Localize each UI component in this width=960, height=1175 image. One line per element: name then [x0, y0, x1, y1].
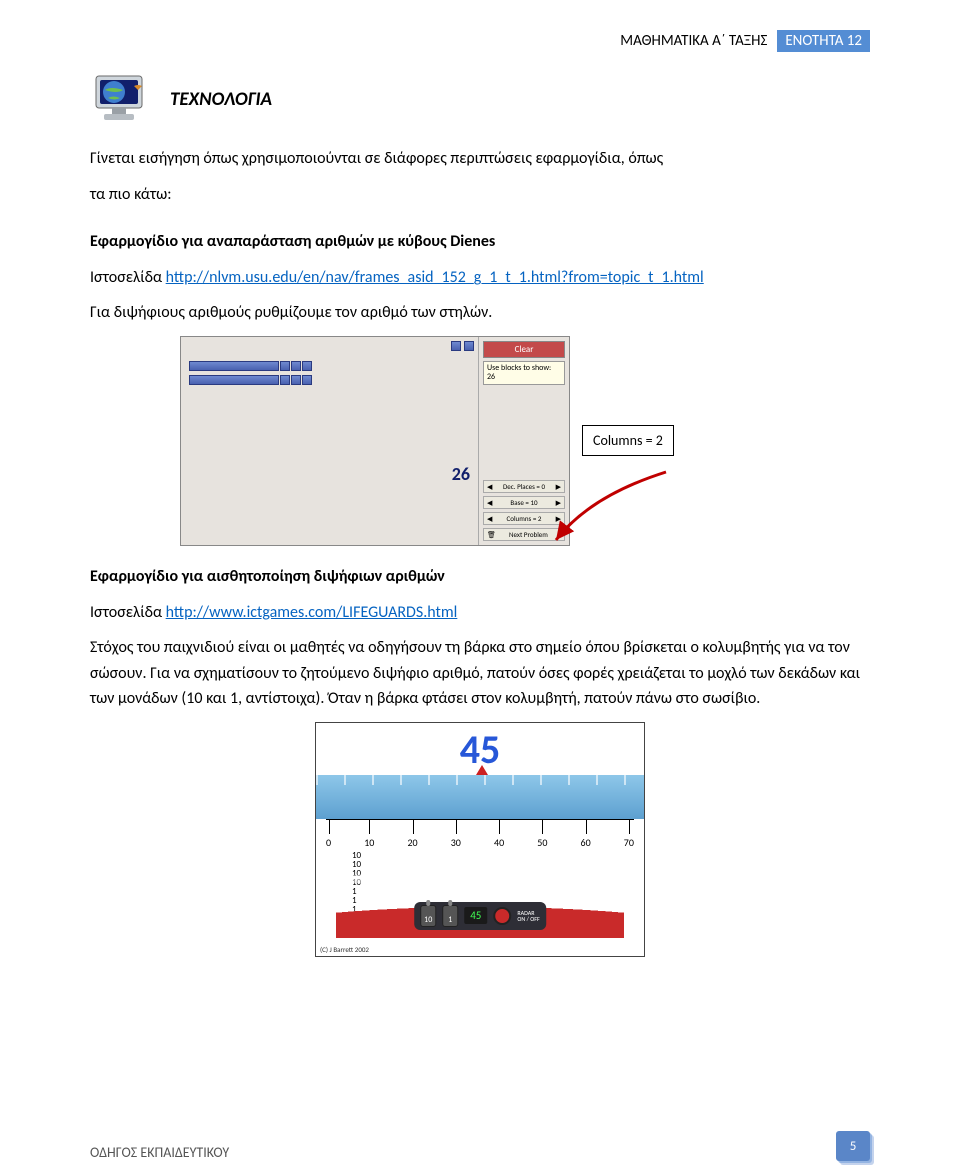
app2-url-link[interactable]: http://www.ictgames.com/LIFEGUARDS.html [166, 603, 458, 622]
dienes-applet: 26 Clear Use blocks to show: 26 ◀Dec. Pl… [180, 336, 570, 546]
tick: 50 [537, 836, 547, 849]
section-heading-row: ΤΕΧΝΟΛΟΓΙΑ [90, 72, 870, 126]
app1-title: Εφαρμογίδιο για αναπαράσταση αριθμών με … [90, 229, 870, 255]
tick: 40 [494, 836, 504, 849]
app1-desc: Για διψήφιους αριθμούς ρυθμίζουμε τον αρ… [90, 300, 870, 326]
tick: 30 [451, 836, 461, 849]
applet-sidepanel: Clear Use blocks to show: 26 ◀Dec. Place… [479, 337, 569, 545]
unit-cube [291, 361, 301, 371]
page-number-badge: 5 [836, 1131, 870, 1161]
unit-cube [302, 375, 312, 385]
page-number: 5 [836, 1131, 870, 1161]
swimmer-icon [476, 765, 488, 775]
section-title: ΤΕΧΝΟΛΟΓΙΑ [170, 88, 272, 111]
app1-website-label: Ιστοσελίδα [90, 268, 166, 287]
applet-row: 26 Clear Use blocks to show: 26 ◀Dec. Pl… [180, 336, 870, 546]
app2-desc: Στόχος του παιχνιδιού είναι οι μαθητές ν… [90, 635, 870, 712]
cube-icon [464, 341, 474, 351]
unit-cube [280, 361, 290, 371]
tick: 60 [581, 836, 591, 849]
radar-button[interactable] [493, 907, 511, 925]
ones-lever[interactable]: 1 [442, 905, 458, 927]
ten-rod [189, 361, 279, 371]
boat-dashboard: 10 1 45 RADAR ON / OFF [414, 902, 546, 930]
app2-website-label: Ιστοσελίδα [90, 603, 166, 622]
dec-places-control[interactable]: ◀Dec. Places = 0▶ [483, 480, 565, 493]
tick: 70 [624, 836, 634, 849]
footer-guide: ΟΔΗΓΟΣ ΕΚΠΑΙΔΕΥΤΙΚΟΥ [90, 1144, 229, 1161]
tens-lever[interactable]: 10 [420, 905, 436, 927]
game-copyright: (C) J Barrett 2002 [320, 945, 369, 954]
unit-badge: ΕΝΟΤΗΤΑ 12 [777, 30, 870, 52]
cube-icon [451, 341, 461, 351]
app1-website-line: Ιστοσελίδα http://nlvm.usu.edu/en/nav/fr… [90, 265, 870, 291]
wave-icon [316, 775, 644, 785]
applet-display-number: 26 [452, 463, 470, 485]
unit-cube [280, 375, 290, 385]
ruler-ticks: 0 10 20 30 40 50 60 70 [326, 820, 634, 849]
monitor-globe-icon [90, 72, 154, 126]
intro-line-1: Γίνεται εισήγηση όπως χρησιμοποιούνται σ… [90, 146, 870, 172]
ruler: 0 10 20 30 40 50 60 70 [326, 819, 634, 847]
app2-title: Εφαρμογίδιο για αισθητοποίηση διψήφιων α… [90, 564, 870, 590]
columns-control[interactable]: ◀Columns = 2▶ [483, 512, 565, 525]
radar-labels: RADAR ON / OFF [517, 910, 539, 922]
ten-rod [189, 375, 279, 385]
use-blocks-info: Use blocks to show: 26 [483, 361, 565, 385]
clear-button[interactable]: Clear [483, 341, 565, 358]
unit-cube [302, 361, 312, 371]
app1-url-link[interactable]: http://nlvm.usu.edu/en/nav/frames_asid_1… [166, 268, 704, 287]
next-problem-button[interactable]: 🗑Next Problem [483, 528, 565, 541]
tick: 10 [364, 836, 374, 849]
applet-tray [451, 341, 474, 351]
subject-label: ΜΑΘΗΜΑΤΙΚΑ Α΄ ΤΑΞΗΣ [620, 32, 767, 50]
app2-website-line: Ιστοσελίδα http://www.ictgames.com/LIFEG… [90, 600, 870, 626]
blocks-area [189, 361, 312, 389]
intro-line-2: τα πιο κάτω: [90, 182, 870, 208]
lifeguards-game: 45 0 10 20 30 40 50 60 70 10101010 11111… [315, 722, 645, 957]
applet-canvas[interactable]: 26 [181, 337, 479, 545]
unit-cube [291, 375, 301, 385]
page-footer: ΟΔΗΓΟΣ ΕΚΠΑΙΔΕΥΤΙΚΟΥ 5 [90, 1131, 870, 1161]
columns-callout: Columns = 2 [582, 425, 674, 456]
page-header: ΜΑΘΗΜΑΤΙΚΑ Α΄ ΤΑΞΗΣ ΕΝΟΤΗΤΑ 12 [90, 30, 870, 52]
base-control[interactable]: ◀Base = 10▶ [483, 496, 565, 509]
tick: 0 [326, 836, 331, 849]
dashboard-number: 45 [464, 907, 487, 924]
tick: 20 [407, 836, 417, 849]
